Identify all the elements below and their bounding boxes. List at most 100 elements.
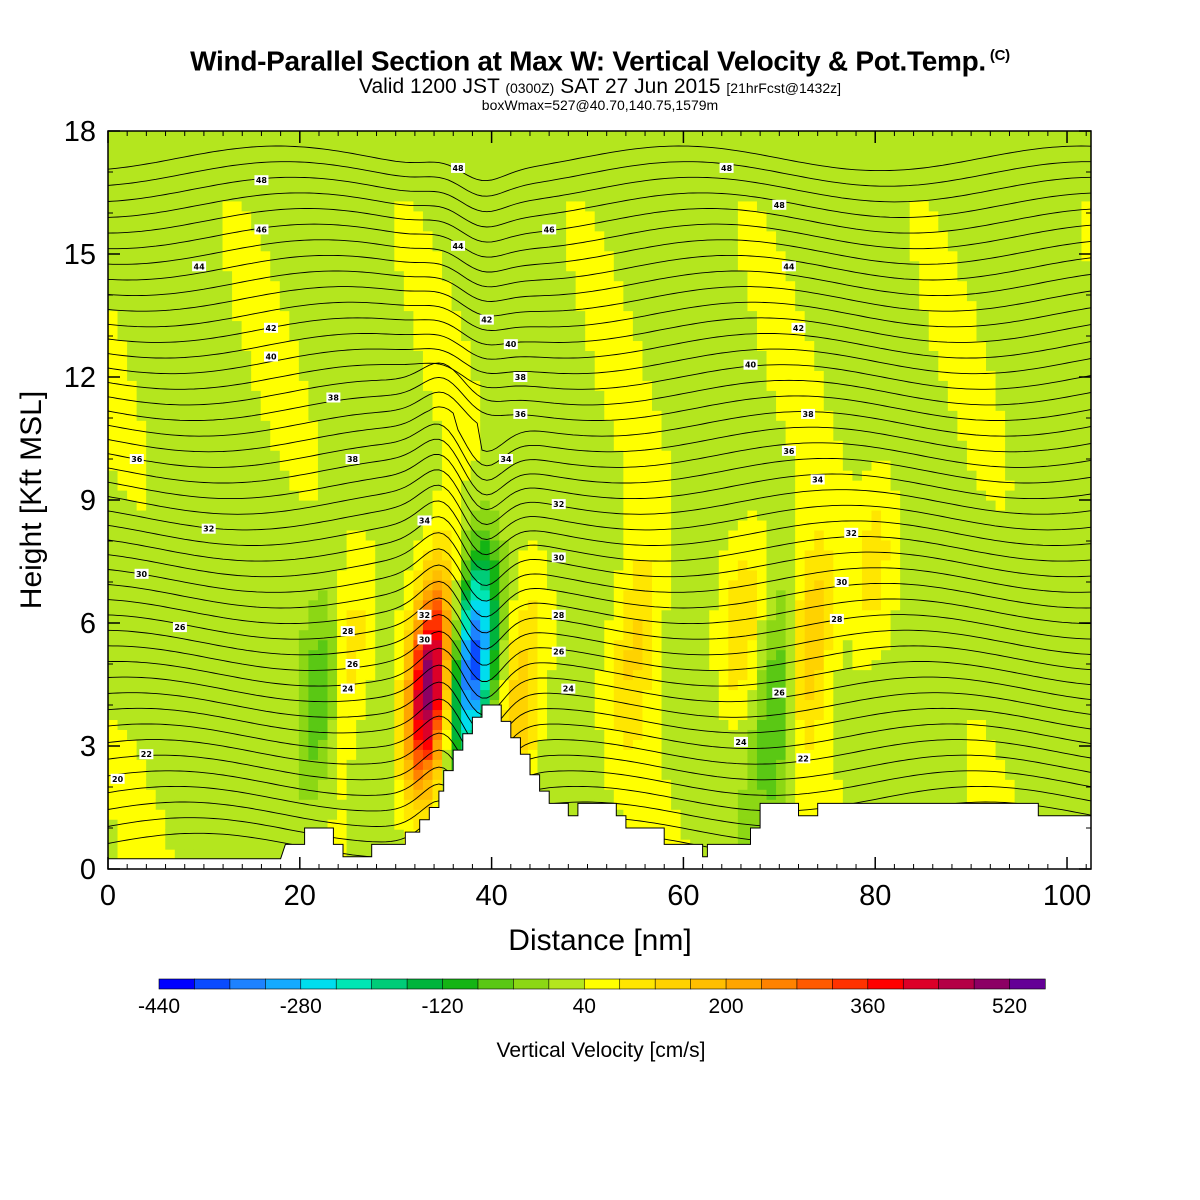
field-cell (737, 260, 749, 272)
field-cell (375, 230, 386, 242)
field-cell (699, 849, 710, 860)
field-cell (432, 380, 443, 391)
field-cell (699, 210, 710, 222)
field-cell (527, 380, 539, 391)
field-cell (699, 639, 710, 651)
field-cell (718, 729, 729, 740)
field-cell (308, 270, 319, 282)
field-cell (461, 250, 472, 262)
field-cell (709, 140, 720, 152)
field-cell (518, 330, 529, 342)
field-cell (174, 370, 185, 381)
field-cell (289, 500, 300, 511)
field-cell (613, 799, 624, 810)
field-cell (575, 170, 586, 182)
field-cell (260, 589, 271, 601)
field-cell (146, 709, 157, 720)
field-cell (556, 470, 567, 481)
field-cell (642, 380, 653, 391)
field-cell (356, 829, 367, 840)
field-cell (442, 569, 453, 581)
field-cell (193, 460, 205, 471)
field-cell (260, 310, 271, 322)
field-cell (174, 440, 185, 451)
field-cell (508, 420, 519, 431)
field-cell (461, 549, 472, 561)
field-cell (127, 799, 138, 810)
field-cell (184, 310, 195, 322)
field-cell (375, 709, 386, 720)
field-cell (222, 300, 233, 312)
field-cell (146, 649, 157, 661)
field-cell (690, 180, 701, 192)
field-cell (671, 629, 682, 641)
field-cell (442, 659, 453, 671)
field-cell (346, 589, 357, 601)
field-cell (432, 749, 443, 760)
field-cell (155, 719, 166, 730)
field-cell (384, 350, 395, 361)
field-cell (394, 829, 405, 840)
field-cell (232, 839, 243, 850)
field-cell (212, 420, 224, 431)
field-cell (737, 500, 749, 511)
field-cell (461, 290, 472, 302)
field-cell (279, 719, 290, 730)
field-cell (365, 400, 376, 411)
field-cell (661, 190, 672, 202)
field-cell (327, 639, 338, 651)
field-cell (212, 579, 224, 591)
field-cell (184, 789, 195, 800)
field-cell (613, 669, 624, 681)
field-cell (575, 689, 586, 701)
field-cell (174, 190, 185, 202)
field-cell (298, 539, 310, 551)
field-cell (165, 529, 176, 541)
field-cell (155, 470, 166, 481)
field-cell (737, 270, 749, 282)
field-cell (690, 250, 701, 262)
field-cell (518, 180, 529, 192)
field-cell (508, 529, 519, 541)
field-cell (184, 410, 195, 421)
field-cell (403, 240, 414, 252)
field-cell (499, 589, 510, 601)
field-cell (671, 150, 682, 162)
field-cell (671, 480, 682, 491)
field-cell (356, 619, 367, 631)
field-cell (298, 549, 310, 561)
field-cell (337, 689, 348, 701)
field-cell (508, 310, 519, 322)
field-cell (346, 150, 357, 162)
field-cell (432, 759, 443, 770)
field-cell (499, 639, 510, 651)
field-cell (480, 480, 491, 491)
field-cell (146, 490, 157, 501)
field-cell (556, 460, 567, 471)
field-cell (661, 599, 672, 611)
field-cell (604, 370, 615, 381)
field-cell (422, 260, 434, 272)
field-cell (127, 769, 138, 780)
field-cell (413, 230, 424, 242)
field-cell (375, 180, 386, 192)
field-cell (212, 779, 224, 790)
field-cell (642, 809, 653, 820)
field-cell (136, 629, 147, 641)
field-cell (146, 809, 157, 820)
field-cell (356, 490, 367, 501)
field-cell (403, 619, 414, 631)
field-cell (317, 729, 329, 740)
field-cell (384, 599, 395, 611)
field-cell (451, 250, 462, 262)
field-cell (193, 210, 205, 222)
field-cell (136, 180, 147, 192)
field-cell (384, 450, 395, 461)
field-cell (279, 569, 290, 581)
field-cell (165, 589, 176, 601)
field-cell (480, 500, 491, 511)
field-cell (146, 470, 157, 481)
field-cell (585, 759, 596, 770)
field-cell (508, 679, 519, 691)
field-cell (108, 639, 119, 651)
